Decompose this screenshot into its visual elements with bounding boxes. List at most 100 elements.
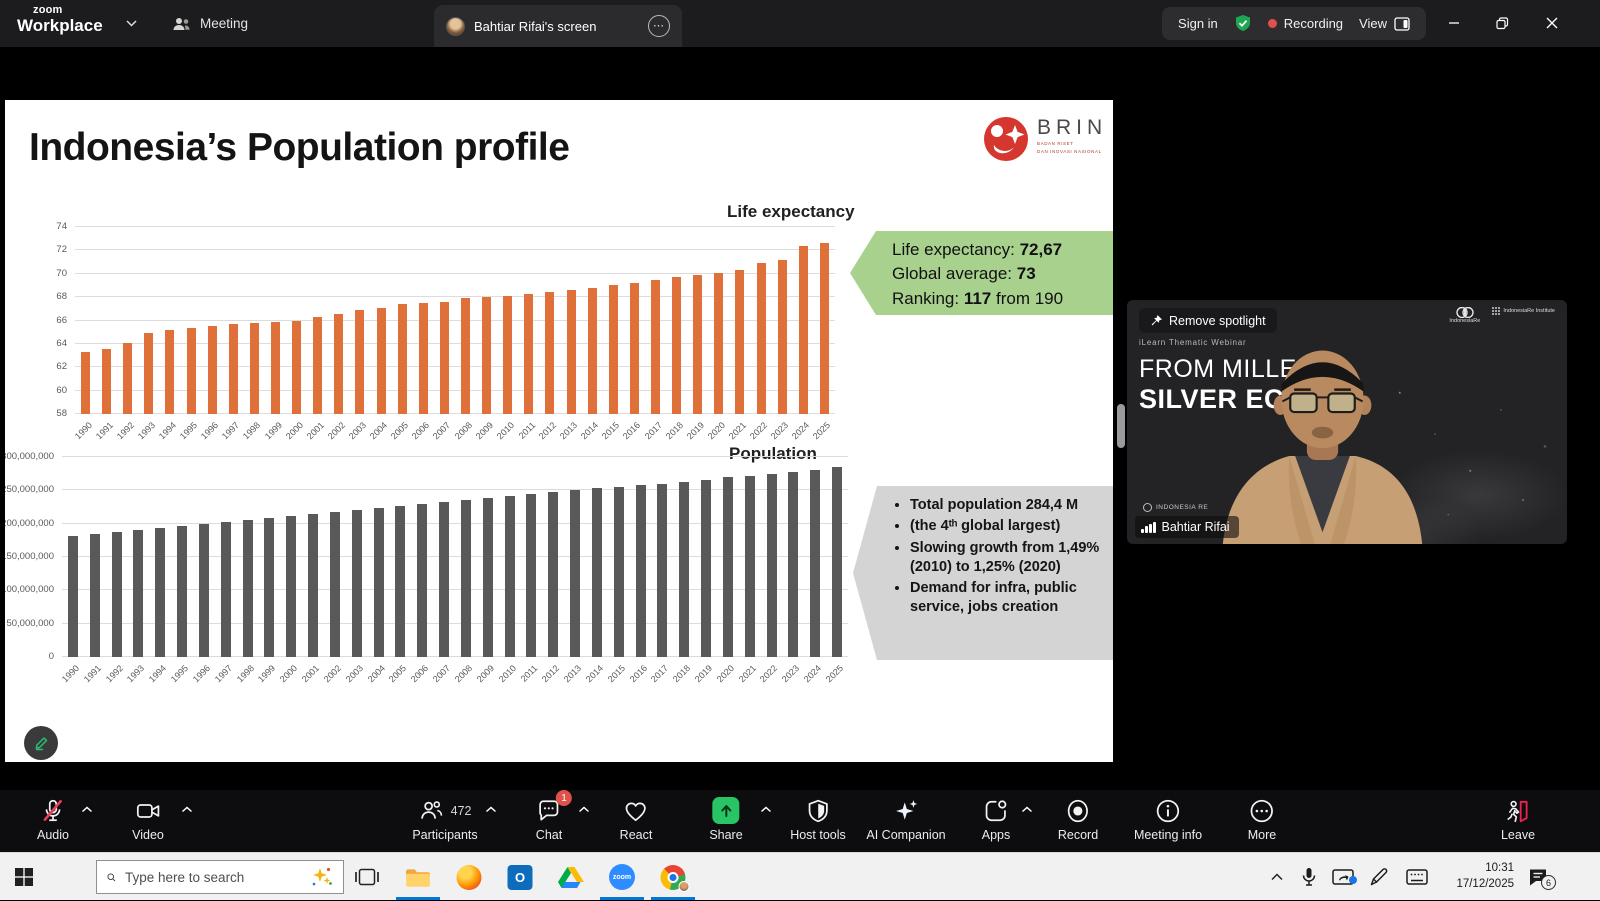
population-chart-x-axis: 1990 1991 1992 1993 1994 1995 1996 1997 1998 1999… [60,660,848,696]
video-options-chevron[interactable] [182,806,193,813]
sign-in-button[interactable]: Sign in [1178,16,1218,31]
video-button[interactable]: Video [132,797,164,842]
record-button[interactable]: Record [1058,797,1098,842]
pin-icon [1151,315,1162,326]
tray-pen-button[interactable] [1369,853,1389,901]
bar-1997 [220,521,231,657]
x-tick-label: 2002 [325,420,348,442]
verified-shield-icon[interactable] [1234,14,1252,33]
x-tick-label: 1997 [220,420,242,442]
leave-button[interactable]: Leave [1501,797,1535,842]
firefox-button[interactable] [456,853,482,901]
notification-center-button[interactable]: 6 [1528,853,1556,901]
life-chart-bars [75,227,835,414]
search-input[interactable] [125,869,302,885]
apps-button[interactable]: Apps [981,797,1011,842]
tab-shared-screen[interactable]: Bahtiar Rifai's screen ⋯ [434,5,682,47]
windows-logo-icon [15,868,33,886]
population-bullet-3: Slowing growth from 1,49% (2010) to 1,25… [910,539,1105,578]
callout-line-global-average: Global average: 73 [892,264,1036,284]
audio-button[interactable]: Audio [37,797,69,842]
population-chart-gridlines [62,456,848,657]
chat-bubble-icon: 1 [536,790,572,824]
host-tools-button[interactable]: Host tools [790,797,846,842]
view-label: View [1359,16,1387,31]
bar-2025 [831,467,842,657]
bar-2022 [756,263,766,414]
bar-2003 [351,510,362,657]
restore-button[interactable] [1488,9,1516,37]
zoom-workplace-logo: zoom Workplace [17,4,103,36]
search-icon [107,872,116,881]
tab-options-ellipsis-icon[interactable]: ⋯ [648,15,670,37]
brin-logo-sub1: BADAN RISET [1037,141,1074,146]
tab-meeting[interactable]: Meeting [172,0,248,47]
x-tick-label: 2007 [431,420,453,442]
view-button[interactable]: View [1359,16,1410,31]
chrome-button[interactable] [660,853,690,901]
bar-2001 [308,514,319,657]
bar-1990 [68,536,78,657]
chat-options-chevron[interactable] [579,806,590,813]
chat-button[interactable]: 1 Chat [535,790,572,842]
x-tick-label: 1995 [178,420,200,442]
tray-microphone-button[interactable] [1302,853,1316,901]
meeting-tab-label: Meeting [200,16,249,31]
chat-unread-badge: 1 [556,790,572,806]
ai-companion-button[interactable]: AI Companion [866,797,946,842]
outlook-button[interactable] [507,853,533,901]
tray-touch-keyboard-button[interactable] [1406,853,1428,901]
google-drive-button[interactable] [558,853,584,901]
bar-2009 [482,498,493,657]
chrome-active-indicator [651,897,695,900]
shared-presentation-slide: Indonesia’s Population profile BRIN BADA… [5,100,1113,762]
apps-label: Apps [981,828,1011,842]
audio-options-chevron[interactable] [82,806,93,813]
annotation-pencil-button[interactable] [24,726,58,760]
x-tick-label: 2012 [536,420,559,442]
zoom-app-button[interactable]: zoom [609,853,635,901]
meeting-info-button[interactable]: Meeting info [1134,797,1202,842]
gridline [75,226,835,227]
recording-indicator[interactable]: Recording [1267,16,1343,31]
x-tick-label: 2000 [283,420,305,442]
x-tick-label: 2024 [790,420,812,442]
speaker-portrait [1222,350,1423,544]
share-scrollbar-thumb[interactable] [1117,404,1125,448]
workspace-chevron-down-icon[interactable] [126,20,137,27]
speaker-video-tile[interactable]: iLearn Thematic Webinar FROM MILLENNI SI… [1127,300,1567,544]
chat-label: Chat [535,828,563,842]
record-icon [1065,797,1091,824]
taskbar-clock[interactable]: 10:31 17/12/2025 [1438,853,1514,901]
video-watermark: INDONESIA RE [1143,503,1208,512]
x-tick-label: 1999 [256,663,278,685]
y-tick-label: 64 [56,337,67,349]
brin-logo-sub2: DAN INOVASI NASIONAL [1037,148,1102,154]
react-label: React [619,828,653,842]
taskbar-search[interactable] [96,860,344,894]
close-button[interactable] [1538,9,1566,37]
participants-button[interactable]: 472 Participants [412,797,478,842]
bar-2001 [313,317,323,414]
x-tick-label: 2003 [343,663,365,685]
x-tick-label: 1998 [241,420,263,442]
microphone-muted-icon [40,797,66,824]
apps-options-chevron[interactable] [1022,806,1033,813]
more-button[interactable]: More [1248,797,1276,842]
bar-2005 [395,506,406,657]
react-button[interactable]: React [619,797,653,842]
tray-screen-share-button[interactable] [1332,853,1357,901]
file-explorer-button[interactable] [405,853,431,901]
bar-2018 [679,481,690,657]
x-tick-label: 2006 [410,420,432,442]
x-tick-label: 1996 [199,420,221,442]
participants-options-chevron[interactable] [486,806,497,813]
bar-2019 [701,480,712,657]
minimize-button[interactable] [1440,9,1468,37]
remove-spotlight-button[interactable]: Remove spotlight [1139,308,1277,333]
start-button[interactable] [15,853,33,901]
share-button[interactable]: Share [709,797,743,842]
task-view-button[interactable] [355,853,379,901]
tray-show-hidden-icons-button[interactable] [1271,853,1284,901]
share-options-chevron[interactable] [761,806,772,813]
